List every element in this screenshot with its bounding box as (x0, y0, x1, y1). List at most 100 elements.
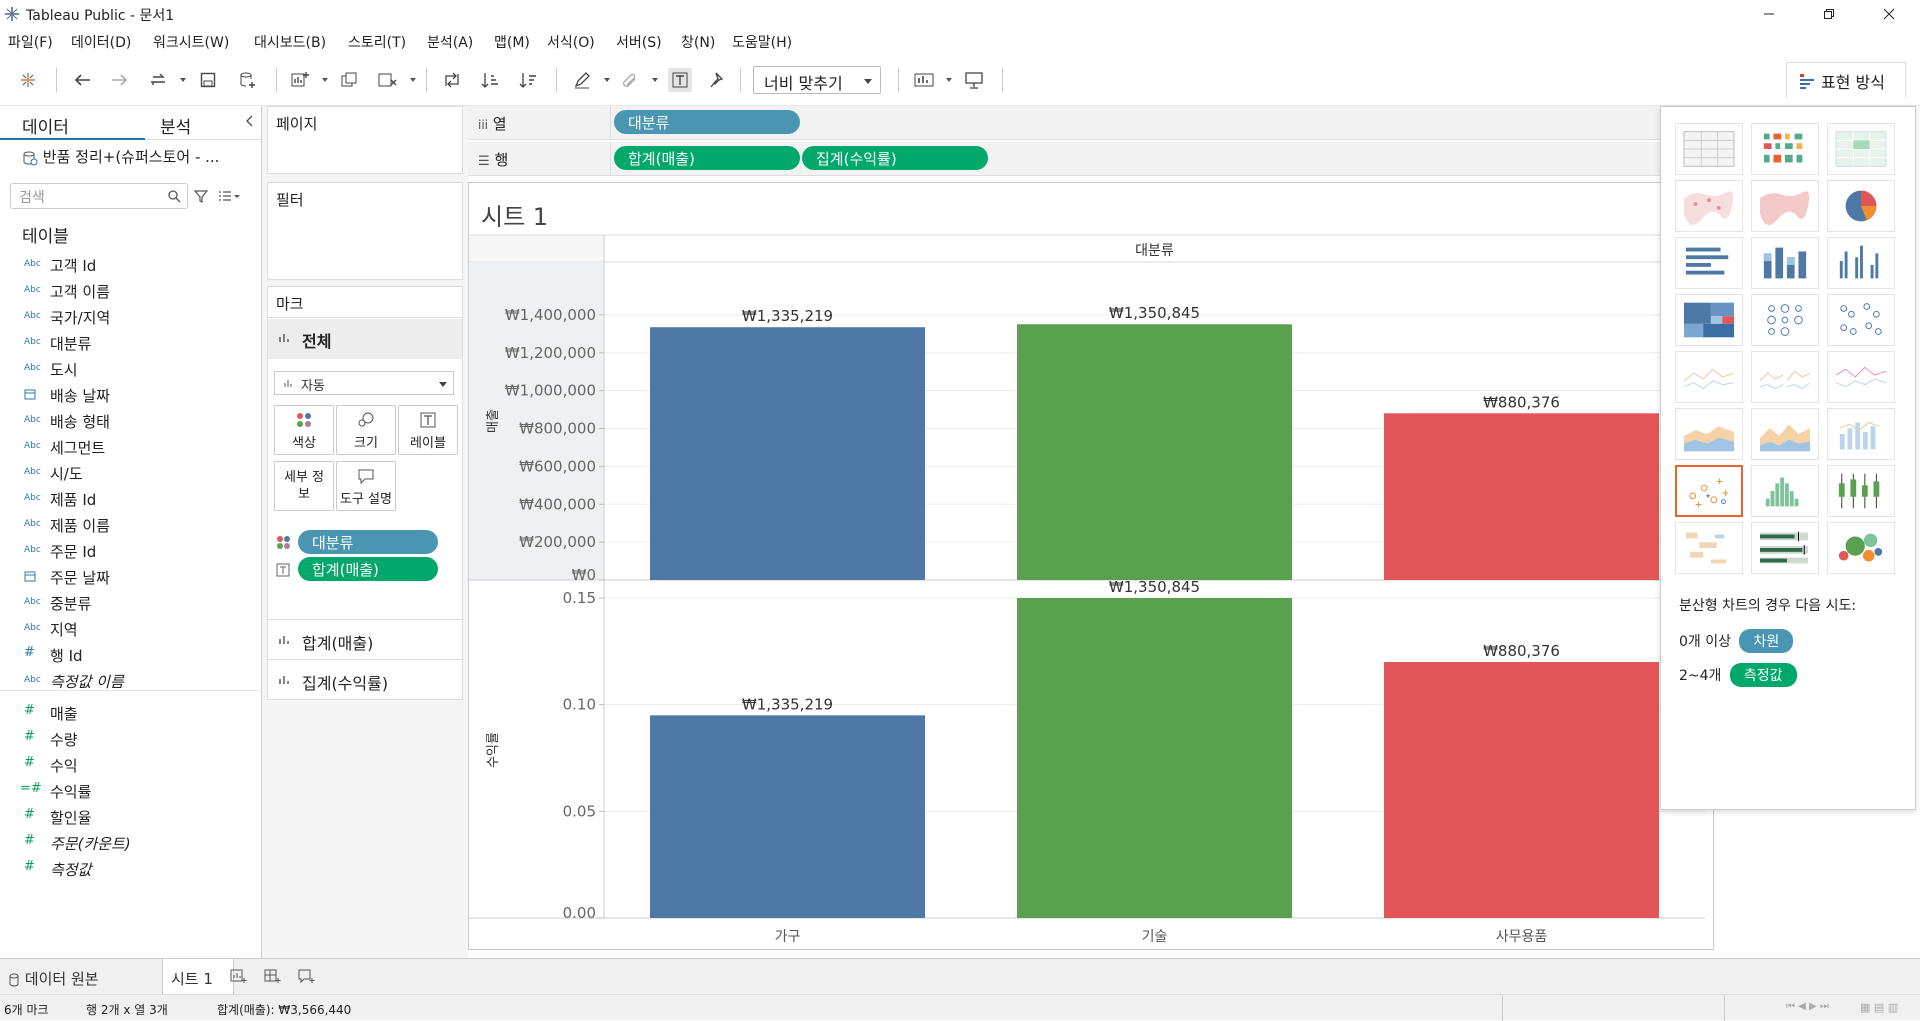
tab-analysis[interactable]: 분석 (160, 118, 192, 138)
field-dim-item[interactable]: Abc 배송 형태 (0, 408, 260, 434)
field-measure-item[interactable]: # 할인율 (0, 804, 260, 830)
fix-axes-icon[interactable] (706, 68, 730, 92)
rows-pill-sales[interactable]: 합계(매출) (614, 146, 800, 170)
field-measure-item[interactable]: # 수량 (0, 726, 260, 752)
fit-dropdown[interactable]: 너비 맞추기 (753, 66, 881, 94)
color-button[interactable]: 색상 (274, 405, 334, 455)
sheet-title[interactable]: 시트 1 (481, 203, 549, 231)
field-dim-item[interactable]: Abc 도시 (0, 356, 260, 382)
field-dim-item[interactable]: 주문 날짜 (0, 564, 260, 590)
show-me-bullet-graph-icon[interactable] (1751, 522, 1819, 574)
show-me-side-by-side-circles-icon[interactable] (1827, 294, 1895, 346)
new-worksheet-icon[interactable] (288, 68, 312, 92)
field-measure-item[interactable]: # 수익 (0, 752, 260, 778)
marks-label-pill[interactable]: 합계(매출) (298, 557, 438, 581)
field-dim-item[interactable]: Abc 주문 Id (0, 538, 260, 564)
tableau-home-icon[interactable] (16, 68, 40, 92)
tooltip-button[interactable]: 도구 설명 (336, 461, 396, 511)
collapse-pane-icon[interactable] (244, 115, 254, 127)
menu-dashboard[interactable]: 대시보드(B) (254, 35, 327, 51)
show-me-text-table-icon[interactable] (1675, 123, 1743, 175)
field-measure-item[interactable]: =# 수익률 (0, 778, 260, 804)
rows-shelf[interactable]: ☰ 행 합계(매출) 집계(수익률) (468, 142, 1760, 176)
show-me-side-by-side-bars-icon[interactable] (1827, 237, 1895, 289)
menu-help[interactable]: 도움말(H) (732, 35, 793, 51)
show-me-dual-combination-icon[interactable] (1827, 408, 1895, 460)
restore-button[interactable] (1806, 0, 1852, 28)
show-me-heat-map-icon[interactable] (1751, 123, 1819, 175)
show-me-dual-lines-icon[interactable] (1827, 351, 1895, 403)
sort-ascending-icon[interactable] (478, 68, 502, 92)
view-options-icon[interactable] (218, 189, 240, 203)
menu-format[interactable]: 서식(O) (547, 35, 595, 51)
field-dim-item[interactable]: Abc 고객 Id (0, 252, 260, 278)
show-me-area-continuous-icon[interactable] (1675, 408, 1743, 460)
new-sheet-icon[interactable] (230, 968, 248, 984)
field-dim-item[interactable]: Abc 제품 이름 (0, 512, 260, 538)
show-me-box-whisker-icon[interactable] (1827, 465, 1895, 517)
show-me-continuous-lines-icon[interactable] (1675, 351, 1743, 403)
datasource-item[interactable]: 반품 정리+(슈퍼스토어 - ... (22, 146, 219, 167)
save-icon[interactable] (196, 68, 220, 92)
show-me-symbol-map-icon[interactable] (1675, 180, 1743, 232)
presentation-mode-icon[interactable] (962, 68, 986, 92)
field-dim-item[interactable]: Abc 제품 Id (0, 486, 260, 512)
menu-data[interactable]: 데이터(D) (71, 35, 132, 51)
menu-worksheet[interactable]: 워크시트(W) (153, 35, 230, 51)
clear-sheet-icon[interactable] (375, 68, 399, 92)
show-me-discrete-lines-icon[interactable] (1751, 351, 1819, 403)
menu-story[interactable]: 스토리(T) (348, 35, 407, 51)
columns-shelf[interactable]: iii 열 대분류 (468, 106, 1760, 140)
field-measure-item[interactable]: # 주문(카운트) (0, 830, 260, 856)
field-dim-item[interactable]: # 행 Id (0, 642, 260, 668)
show-me-scatter-plot-icon[interactable] (1675, 465, 1743, 517)
redo-icon[interactable] (108, 68, 132, 92)
show-me-area-discrete-icon[interactable] (1751, 408, 1819, 460)
show-me-histogram-icon[interactable] (1751, 465, 1819, 517)
show-me-circle-views-icon[interactable] (1751, 294, 1819, 346)
show-me-treemap-icon[interactable] (1675, 294, 1743, 346)
size-button[interactable]: 크기 (336, 405, 396, 455)
label-button[interactable]: 레이블 (398, 405, 458, 455)
filters-shelf[interactable]: 필터 (267, 182, 463, 280)
tab-data[interactable]: 데이터 (22, 118, 69, 138)
show-cards-icon[interactable] (912, 68, 936, 92)
field-dim-item[interactable]: Abc 대분류 (0, 330, 260, 356)
field-dim-item[interactable]: Abc 중분류 (0, 590, 260, 616)
show-me-gantt-chart-icon[interactable] (1675, 522, 1743, 574)
close-button[interactable] (1866, 0, 1912, 28)
marks-profit-row[interactable]: 집계(수익률) (268, 661, 462, 699)
field-measure-item[interactable]: # 측정값 (0, 856, 260, 882)
show-me-horizontal-bars-icon[interactable] (1675, 237, 1743, 289)
sort-descending-icon[interactable] (516, 68, 540, 92)
highlight-icon[interactable] (570, 68, 594, 92)
field-dim-item[interactable]: Abc 국가/지역 (0, 304, 260, 330)
field-dim-item[interactable]: Abc 시/도 (0, 460, 260, 486)
swap-icon[interactable] (146, 68, 170, 92)
menu-server[interactable]: 서버(S) (616, 35, 662, 51)
duplicate-sheet-icon[interactable] (337, 68, 361, 92)
field-dim-item[interactable]: Abc 고객 이름 (0, 278, 260, 304)
field-dim-item[interactable]: 배송 날짜 (0, 382, 260, 408)
sheet-nav-icons[interactable]: ⏮ ◀ ▶ ⏭ (1786, 1001, 1829, 1012)
sheet-sorter-icons[interactable]: ▦ ▤ ▥ (1860, 1001, 1899, 1014)
columns-pill[interactable]: 대분류 (614, 110, 800, 134)
field-dim-item[interactable]: Abc 측정값 이름 (0, 668, 260, 694)
pages-shelf[interactable]: 페이지 (267, 106, 463, 174)
field-measure-item[interactable]: # 매출 (0, 700, 260, 726)
show-mark-labels-icon[interactable] (668, 68, 692, 92)
menu-analysis[interactable]: 분석(A) (427, 35, 474, 51)
new-dashboard-icon[interactable] (264, 968, 282, 984)
show-me-stacked-bars-icon[interactable] (1751, 237, 1819, 289)
marks-all-row[interactable]: 전체 (268, 319, 462, 359)
show-me-highlight-table-icon[interactable] (1827, 123, 1895, 175)
menu-window[interactable]: 창(N) (681, 35, 716, 51)
group-members-icon[interactable] (618, 68, 642, 92)
show-me-filled-map-icon[interactable] (1751, 180, 1819, 232)
swap-rows-columns-icon[interactable] (440, 68, 464, 92)
minimize-button[interactable] (1746, 0, 1792, 28)
detail-button[interactable]: 세부 정보 (274, 461, 334, 511)
field-dim-item[interactable]: Abc 세그먼트 (0, 434, 260, 460)
new-story-icon[interactable] (298, 968, 316, 984)
show-me-button[interactable]: 표현 방식 (1786, 62, 1906, 98)
